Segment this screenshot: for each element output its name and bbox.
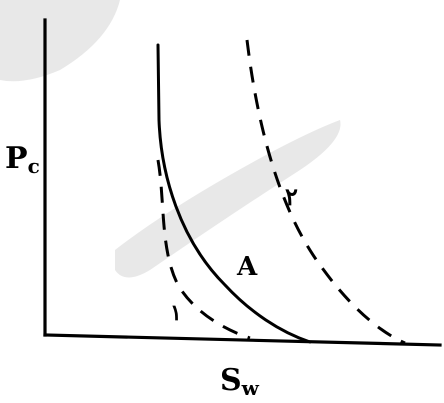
watermark: [0, 0, 341, 278]
y-axis-label: Pc: [5, 141, 40, 178]
x-axis-label: Sw: [220, 363, 260, 400]
curve-1-label: ۱: [170, 300, 182, 326]
x-axis: [43, 333, 442, 347]
x-axis-label-main: S: [220, 363, 242, 398]
curve-2: [245, 39, 406, 345]
y-axis-label-sub: c: [28, 154, 40, 178]
curve-1: [156, 159, 251, 340]
curve-2-label: ۲: [285, 182, 298, 211]
x-axis-label-sub: w: [241, 376, 260, 400]
curve-a: [156, 43, 312, 344]
curve-a-label: A: [236, 252, 258, 282]
y-axis-label-main: P: [5, 141, 28, 176]
